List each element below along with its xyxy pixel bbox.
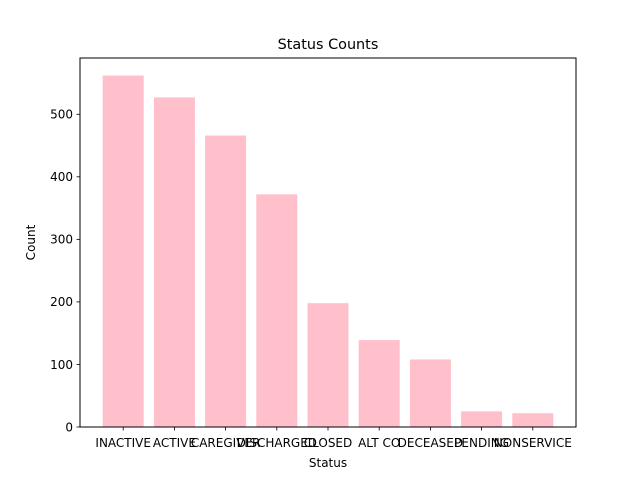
y-tick-label: 100 [50,358,73,372]
bar-deceased [409,359,451,427]
x-tick-label: ALT CO [358,436,400,450]
y-tick-label: 400 [50,170,73,184]
bar-active [153,97,195,428]
x-tick-label: NONSERVICE [494,436,572,450]
x-tick-label: INACTIVE [95,436,151,450]
y-tick-label: 300 [50,233,73,247]
bar-inactive [102,75,144,427]
y-tick-label: 200 [50,295,73,309]
y-tick-label: 0 [65,420,73,434]
x-tick-label: ACTIVE [153,436,196,450]
bar-nonservice [512,413,554,427]
x-tick-label: CAREGIVER [191,436,260,450]
x-axis-title: Status [309,456,347,470]
y-tick-label: 500 [50,108,73,122]
y-axis-title: Count [24,224,38,260]
bars-group [102,75,554,428]
x-tick-label: DISCHARGED [237,436,317,450]
bar-caregiver [205,135,247,428]
bar-alt-co [358,340,400,427]
x-tick-label: PENDING [454,436,509,450]
y-ticks-group: 0 100 200 300 400 500 [50,108,80,434]
bar-closed [307,303,349,427]
bar-pending [461,411,503,427]
x-tick-label: CLOSED [304,436,353,450]
chart-title: Status Counts [278,37,379,53]
plot-frame [79,57,577,428]
x-tick-label: DECEASED [398,436,463,450]
bar-discharged [256,194,298,427]
